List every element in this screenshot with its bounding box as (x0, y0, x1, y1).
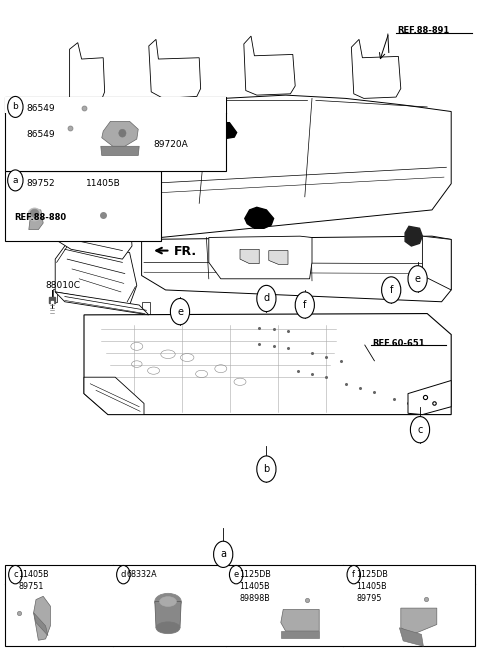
Circle shape (347, 565, 360, 584)
Circle shape (295, 292, 314, 318)
Text: FR.: FR. (174, 245, 197, 258)
Text: REF.88-880: REF.88-880 (14, 213, 67, 222)
Ellipse shape (159, 597, 177, 606)
Text: a: a (12, 176, 18, 185)
Circle shape (257, 285, 276, 312)
Circle shape (229, 565, 243, 584)
Text: REF.60-651: REF.60-651 (372, 338, 425, 348)
Text: 11405B: 11405B (239, 582, 270, 591)
Text: e: e (177, 306, 183, 317)
Polygon shape (5, 97, 226, 113)
Text: 89752: 89752 (26, 179, 55, 188)
Text: e: e (415, 274, 420, 284)
Polygon shape (269, 251, 288, 264)
Circle shape (382, 277, 401, 303)
Polygon shape (55, 106, 132, 259)
Polygon shape (149, 39, 201, 98)
Circle shape (410, 417, 430, 443)
Circle shape (8, 96, 23, 117)
Ellipse shape (28, 208, 41, 221)
Polygon shape (405, 226, 422, 246)
Text: 11405B: 11405B (18, 570, 49, 579)
Polygon shape (102, 121, 138, 146)
Circle shape (9, 565, 22, 584)
Polygon shape (55, 292, 149, 315)
Text: 1125DB: 1125DB (357, 570, 388, 579)
Text: f: f (352, 570, 355, 579)
Polygon shape (281, 631, 319, 638)
Polygon shape (209, 236, 312, 279)
Ellipse shape (156, 622, 180, 634)
Text: REF.88-891: REF.88-891 (397, 26, 450, 35)
Circle shape (408, 266, 427, 292)
Bar (5, 171, 161, 241)
Circle shape (214, 541, 233, 567)
Polygon shape (240, 249, 259, 264)
Polygon shape (142, 302, 150, 315)
Polygon shape (422, 236, 451, 290)
Polygon shape (84, 314, 451, 415)
Circle shape (257, 456, 276, 482)
Text: 89751: 89751 (18, 582, 44, 591)
Bar (5, 97, 226, 171)
Polygon shape (142, 236, 451, 302)
Polygon shape (155, 602, 181, 628)
Polygon shape (401, 608, 437, 634)
Text: 89795: 89795 (357, 594, 382, 603)
Text: 86549: 86549 (26, 104, 55, 113)
Polygon shape (281, 609, 319, 631)
Polygon shape (55, 239, 137, 305)
Text: 11405B: 11405B (357, 582, 387, 591)
Polygon shape (70, 43, 105, 104)
Polygon shape (101, 146, 139, 155)
Polygon shape (245, 207, 274, 228)
Polygon shape (142, 95, 451, 239)
Text: 86549: 86549 (26, 130, 55, 139)
Circle shape (170, 298, 190, 325)
Text: a: a (220, 549, 226, 560)
Text: 89898B: 89898B (239, 594, 270, 603)
Circle shape (8, 170, 23, 191)
Polygon shape (34, 596, 50, 640)
Polygon shape (351, 39, 401, 98)
Polygon shape (84, 377, 144, 415)
Polygon shape (29, 210, 43, 230)
Text: 68332A: 68332A (126, 570, 157, 579)
Text: c: c (417, 424, 423, 435)
Text: d: d (264, 293, 269, 304)
Polygon shape (34, 613, 48, 636)
Text: 11405B: 11405B (86, 179, 121, 188)
Bar (5, 565, 475, 646)
Text: e: e (234, 570, 239, 579)
Polygon shape (244, 36, 295, 95)
Polygon shape (53, 289, 57, 302)
Ellipse shape (30, 209, 39, 217)
Text: b: b (263, 464, 270, 474)
Text: f: f (389, 285, 393, 295)
Ellipse shape (119, 129, 126, 137)
Polygon shape (399, 628, 423, 646)
Text: c: c (13, 570, 18, 579)
Text: f: f (303, 300, 307, 310)
Text: d: d (120, 570, 126, 579)
Polygon shape (213, 123, 237, 139)
Ellipse shape (155, 593, 181, 610)
Text: 89720A: 89720A (154, 140, 188, 149)
Polygon shape (408, 380, 451, 415)
Text: 1125DB: 1125DB (239, 570, 271, 579)
Circle shape (117, 565, 130, 584)
Text: b: b (12, 102, 18, 112)
Text: 88010C: 88010C (46, 281, 81, 290)
